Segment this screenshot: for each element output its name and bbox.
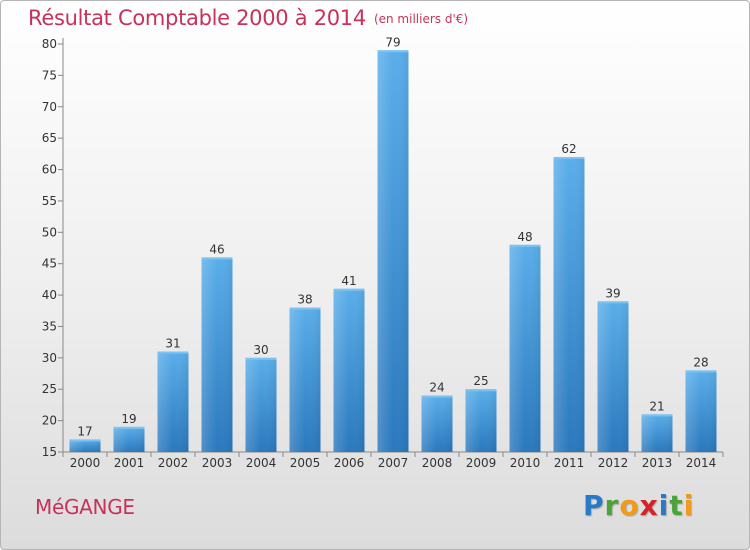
bar-shine bbox=[245, 357, 277, 452]
data-label: 46 bbox=[209, 242, 224, 256]
data-label: 41 bbox=[341, 274, 356, 288]
bar-top bbox=[333, 288, 365, 291]
x-tick-label: 2011 bbox=[554, 456, 585, 470]
bar-top bbox=[553, 156, 585, 159]
data-label: 25 bbox=[473, 374, 488, 388]
data-label: 62 bbox=[561, 142, 576, 156]
y-tick-label: 50 bbox=[42, 225, 57, 239]
bar-top bbox=[113, 426, 145, 429]
x-tick-label: 2007 bbox=[378, 456, 409, 470]
data-label: 79 bbox=[385, 35, 400, 49]
data-label: 31 bbox=[165, 337, 180, 351]
chart-unit: (en milliers d'€) bbox=[373, 12, 469, 26]
logo-letter: i bbox=[658, 489, 670, 522]
logo-letter: i bbox=[683, 489, 695, 522]
y-tick-label: 40 bbox=[42, 288, 57, 302]
bar-top bbox=[245, 357, 277, 360]
bar-shine bbox=[157, 351, 189, 452]
bars bbox=[69, 50, 717, 453]
bar-top bbox=[421, 395, 453, 398]
bar-shine bbox=[597, 301, 629, 452]
x-tick-label: 2001 bbox=[114, 456, 145, 470]
y-tick-label: 45 bbox=[42, 257, 57, 271]
bar-top bbox=[377, 50, 409, 53]
bar-shine bbox=[69, 439, 101, 452]
data-label: 48 bbox=[517, 230, 532, 244]
y-tick-label: 15 bbox=[42, 445, 57, 459]
logo-letter: t bbox=[669, 489, 684, 522]
y-tick-label: 25 bbox=[42, 382, 57, 396]
data-label: 17 bbox=[77, 424, 92, 438]
x-tick-label: 2002 bbox=[158, 456, 189, 470]
logo-letter: x bbox=[639, 489, 659, 522]
y-tick-label: 35 bbox=[42, 319, 57, 333]
proxiti-logo: Proxiti bbox=[583, 489, 694, 522]
data-label: 24 bbox=[429, 381, 444, 395]
bar-shine bbox=[201, 257, 233, 452]
data-label: 38 bbox=[297, 293, 312, 307]
logo-letter: P bbox=[583, 489, 605, 522]
y-tick-label: 75 bbox=[42, 68, 57, 82]
x-tick-label: 2014 bbox=[686, 456, 717, 470]
x-tick-label: 2013 bbox=[642, 456, 673, 470]
logo-letter: r bbox=[604, 489, 620, 522]
bar-shine bbox=[289, 307, 321, 452]
bar-top bbox=[465, 389, 497, 392]
commune-name: MéGANGE bbox=[35, 495, 135, 519]
bar-shine bbox=[421, 395, 453, 452]
x-tick-label: 2010 bbox=[510, 456, 541, 470]
data-labels: 17 19 31 46 30 38 41 79 24 25 48 62 39 21 28 bbox=[77, 35, 708, 438]
x-tick-label: 2012 bbox=[598, 456, 629, 470]
bar-shine bbox=[685, 370, 717, 452]
bar-top bbox=[509, 244, 541, 247]
x-tick-label: 2003 bbox=[202, 456, 233, 470]
x-tick-label: 2006 bbox=[334, 456, 365, 470]
bar-shine bbox=[465, 389, 497, 452]
y-tick-label: 80 bbox=[42, 37, 57, 51]
chart-title-text: Résultat Comptable 2000 à 2014 bbox=[28, 6, 366, 30]
y-tick-label: 70 bbox=[42, 100, 57, 114]
x-tick-label: 2000 bbox=[70, 456, 101, 470]
bar-top bbox=[157, 351, 189, 354]
x-tick-label: 2008 bbox=[422, 456, 453, 470]
bar-top bbox=[685, 370, 717, 373]
bar-top bbox=[597, 301, 629, 304]
logo-letter: o bbox=[619, 489, 640, 522]
data-label: 39 bbox=[605, 286, 620, 300]
y-tick-label: 20 bbox=[42, 414, 57, 428]
bar-shine bbox=[333, 288, 365, 452]
bar-top bbox=[289, 307, 321, 310]
y-tick-label: 55 bbox=[42, 194, 57, 208]
y-tick-label: 65 bbox=[42, 131, 57, 145]
data-label: 19 bbox=[121, 412, 136, 426]
x-tick-label: 2005 bbox=[290, 456, 321, 470]
data-label: 21 bbox=[649, 399, 664, 413]
bar-top bbox=[69, 439, 101, 442]
x-tick-label: 2004 bbox=[246, 456, 277, 470]
chart-title: Résultat Comptable 2000 à 2014 (en millie… bbox=[28, 6, 468, 30]
bar-shine bbox=[509, 244, 541, 452]
bar-shine bbox=[553, 156, 585, 452]
bar-shine bbox=[641, 414, 673, 452]
bar-top bbox=[201, 257, 233, 260]
bar-top bbox=[641, 414, 673, 417]
x-tick-label: 2009 bbox=[466, 456, 497, 470]
bar-shine bbox=[377, 50, 409, 453]
axes: 15 20 25 30 35 40 45 50 55 60 65 70 75 80 2000 2001 2002… bbox=[42, 37, 724, 470]
bar-shine bbox=[113, 426, 145, 452]
data-label: 28 bbox=[693, 355, 708, 369]
y-tick-label: 60 bbox=[42, 163, 57, 177]
y-tick-label: 30 bbox=[42, 351, 57, 365]
data-label: 30 bbox=[253, 343, 268, 357]
